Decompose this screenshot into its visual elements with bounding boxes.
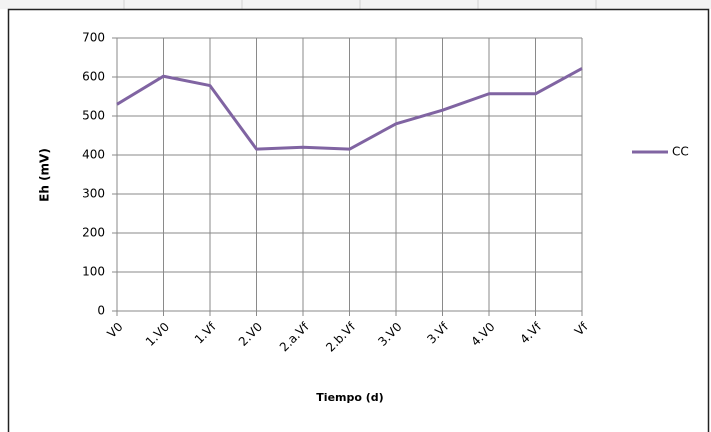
y-tick-label: 0 [97,304,105,318]
series-line [116,67,583,151]
chart-frame [7,8,710,432]
y-tick-label: 500 [82,109,105,123]
y-tick-label: 100 [82,265,105,279]
y-tick-label: 600 [82,70,105,84]
y-tick-label: 300 [82,187,105,201]
legend-label: CC [672,145,689,159]
x-axis-title: Tiempo (d) [316,391,383,404]
sheet-strip [0,0,711,9]
y-axis-title: Eh (mV) [38,148,52,202]
y-tick-label: 400 [82,148,105,162]
y-tick-label: 200 [82,226,105,240]
sheet-gridlines [123,0,597,9]
y-tick-label: 700 [82,31,105,45]
